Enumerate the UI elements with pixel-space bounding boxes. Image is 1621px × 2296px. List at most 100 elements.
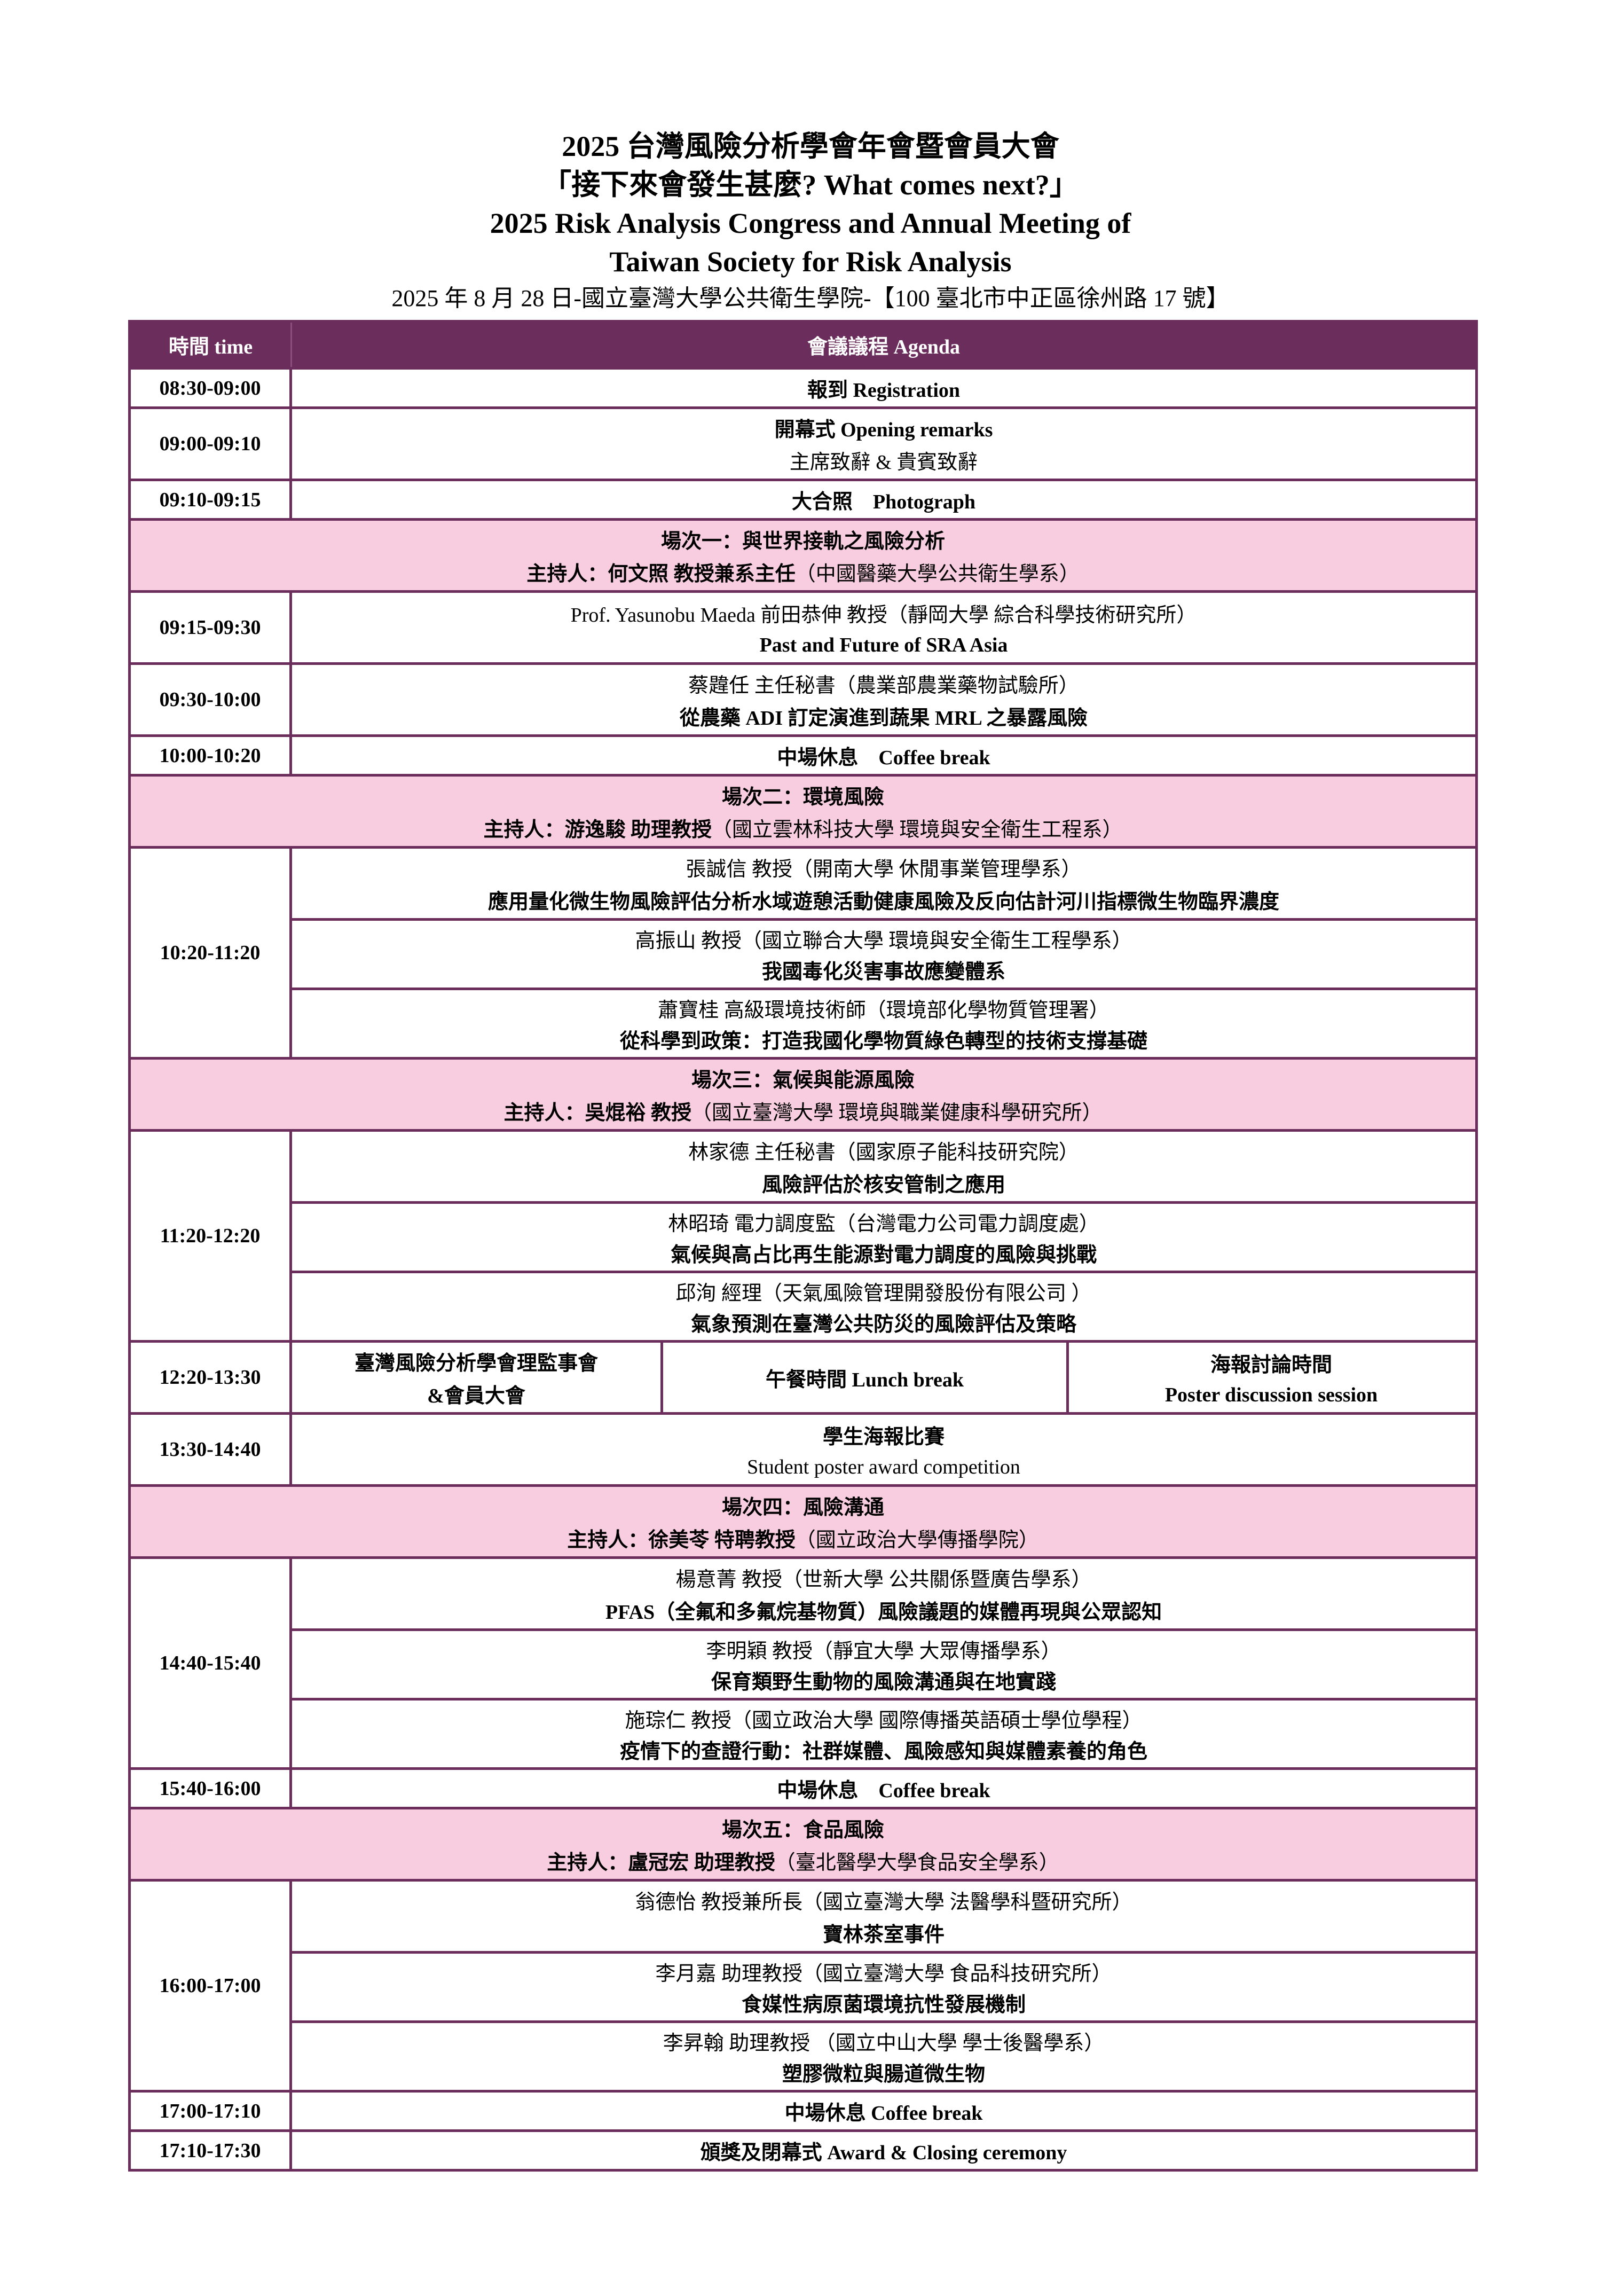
column-header-time: 時間 time	[131, 323, 292, 367]
activity-text: 午餐時間 Lunch break	[766, 1368, 964, 1391]
table-row: 09:10-09:15 大合照 Photograph	[131, 479, 1475, 518]
time-slot: 09:15-09:30	[131, 593, 292, 662]
table-row: 13:30-14:40 學生海報比賽 Student poster award co…	[131, 1412, 1475, 1484]
title-en-line-1: 2025 Risk Analysis Congress and Annual M…	[490, 207, 1131, 239]
talk-speaker: 邱洵 經理（天氣風險管理開發股份有限公司 ）	[675, 1282, 1092, 1305]
agenda-cell: 中場休息 Coffee break	[292, 1770, 1475, 1807]
session-host-affiliation: （臺北醫學大學食品安全學系）	[775, 1852, 1059, 1874]
agenda-text: 中場休息 Coffee break	[777, 747, 990, 769]
agenda-text: 開幕式 Opening remarks	[774, 419, 993, 441]
talk: 林家德 主任秘書（國家原子能科技研究院） 風險評估於核安管制之應用	[292, 1132, 1475, 1201]
column-header-agenda: 會議議程 Agenda	[807, 336, 961, 358]
session-header-row: 場次一：與世界接軌之風險分析 主持人：何文照 教授兼系主任（中國醫藥大學公共衛生學…	[131, 518, 1475, 590]
talk-speaker: 蕭寶桂 高級環境技術師（環境部化學物質管理署）	[658, 999, 1109, 1022]
talk-title: 從科學到政策：打造我國化學物質綠色轉型的技術支撐基礎	[619, 1030, 1147, 1053]
agenda-table: 時間 time 會議議程 Agenda 08:30-09:00 報到 Regist…	[128, 320, 1478, 2172]
table-row: 11:20-12:20 林家德 主任秘書（國家原子能科技研究院） 風險評估於核安管制…	[131, 1129, 1475, 1340]
agenda-item: 頒獎及閉幕式 Award & Closing ceremony	[292, 2132, 1475, 2169]
talk-title: 保育類野生動物的風險溝通與在地實踐	[711, 1671, 1056, 1694]
table-row: 08:30-09:00 報到 Registration	[131, 367, 1475, 406]
table-row: 09:15-09:30 Prof. Yasunobu Maeda 前田恭伸 教授（…	[131, 590, 1475, 662]
time-slot: 08:30-09:00	[131, 370, 292, 406]
time-slot: 10:00-10:20	[131, 737, 292, 774]
talk: 李月嘉 助理教授（國立臺灣大學 食品科技研究所） 食媒性病原菌環境抗性發展機制	[292, 1951, 1475, 2020]
date-venue: 2025 年 8 月 28 日-國立臺灣大學公共衛生學院-【100 臺北市中正區…	[391, 285, 1230, 311]
agenda-cell: 張誠信 教授（開南大學 休閒事業管理學系） 應用量化微生物風險評估分析水域遊憩活動…	[292, 849, 1475, 1057]
talk-title: 疫情下的查證行動：社群媒體、風險感知與媒體素養的角色	[619, 1741, 1147, 1764]
time-slot: 17:00-17:10	[131, 2093, 292, 2129]
talk: 邱洵 經理（天氣風險管理開發股份有限公司 ） 氣象預測在臺灣公共防災的風險評估及策…	[292, 1271, 1475, 1340]
agenda-text: 頒獎及閉幕式 Award & Closing ceremony	[700, 2142, 1067, 2164]
agenda-item: 蔡韙任 主任秘書（農業部農業藥物試驗所） 從農藥 ADI 訂定演進到蔬果 MRL …	[292, 665, 1475, 734]
time-slot: 14:40-15:40	[131, 1559, 292, 1767]
agenda-cell: 中場休息 Coffee break	[292, 2093, 1475, 2129]
parallel-activity: 午餐時間 Lunch break	[660, 1343, 1066, 1412]
title-zh: 2025 台灣風險分析學會年會暨會員大會	[562, 130, 1059, 162]
agenda-item: 學生海報比賽 Student poster award competition	[292, 1415, 1475, 1484]
agenda-cell: 頒獎及閉幕式 Award & Closing ceremony	[292, 2132, 1475, 2169]
agenda-text: 蔡韙任 主任秘書（農業部農業藥物試驗所）	[688, 675, 1079, 697]
talk: 蕭寶桂 高級環境技術師（環境部化學物質管理署） 從科學到政策：打造我國化學物質綠色…	[292, 988, 1475, 1057]
agenda-item: 大合照 Photograph	[292, 481, 1475, 518]
agenda-cell: Prof. Yasunobu Maeda 前田恭伸 教授（靜岡大學 綜合科學技術…	[292, 593, 1475, 662]
talk: 高振山 教授（國立聯合大學 環境與安全衛生工程學系） 我國毒化災害事故應變體系	[292, 918, 1475, 988]
table-row: 17:00-17:10 中場休息 Coffee break	[131, 2090, 1475, 2129]
time-slot: 15:40-16:00	[131, 1770, 292, 1807]
table-row: 09:00-09:10 開幕式 Opening remarks 主席致辭 & 貴賓致…	[131, 406, 1475, 479]
table-row: 14:40-15:40 楊意菁 教授（世新大學 公共關係暨廣告學系） PFAS（全氟…	[131, 1556, 1475, 1767]
time-slot: 13:30-14:40	[131, 1415, 292, 1484]
time-slot: 09:10-09:15	[131, 481, 292, 518]
session-header-row: 場次二：環境風險 主持人：游逸駿 助理教授（國立雲林科技大學 環境與安全衛生工程系…	[131, 774, 1475, 846]
agenda-cell: 臺灣風險分析學會理監事會 &會員大會 午餐時間 Lunch break 海報討論時間 P…	[292, 1343, 1475, 1412]
talk: 楊意菁 教授（世新大學 公共關係暨廣告學系） PFAS（全氟和多氟烷基物質）風險議…	[292, 1559, 1475, 1628]
talk-title: 塑膠微粒與腸道微生物	[782, 2063, 985, 2086]
session-header-row: 場次三：氣候與能源風險 主持人：吳焜裕 教授（國立臺灣大學 環境與職業健康科學研究…	[131, 1057, 1475, 1129]
agenda-item: 中場休息 Coffee break	[292, 1770, 1475, 1807]
table-row: 12:20-13:30 臺灣風險分析學會理監事會 &會員大會 午餐時間 Lunch b…	[131, 1340, 1475, 1412]
session-host: 主持人：徐美苓 特聘教授（國立政治大學傳播學院）	[567, 1523, 1039, 1553]
session-title: 場次四：風險溝通	[721, 1496, 884, 1519]
talk: 李昇翰 助理教授 （國立中山大學 學士後醫學系） 塑膠微粒與腸道微生物	[292, 2020, 1475, 2090]
talk-title: 寶林茶室事件	[822, 1924, 945, 1946]
agenda-item: Prof. Yasunobu Maeda 前田恭伸 教授（靜岡大學 綜合科學技術…	[292, 593, 1475, 662]
time-slot: 17:10-17:30	[131, 2132, 292, 2169]
time-slot: 10:20-11:20	[131, 849, 292, 1057]
talk-speaker: 李昇翰 助理教授 （國立中山大學 學士後醫學系）	[663, 2032, 1105, 2055]
agenda-cell: 大合照 Photograph	[292, 481, 1475, 518]
agenda-text: 中場休息 Coffee break	[777, 1780, 990, 1802]
parallel-activity: 海報討論時間 Poster discussion session	[1066, 1343, 1474, 1412]
session-title: 場次二：環境風險	[721, 786, 884, 809]
talk-title: 風險評估於核安管制之應用	[761, 1174, 1005, 1196]
agenda-cell: 楊意菁 教授（世新大學 公共關係暨廣告學系） PFAS（全氟和多氟烷基物質）風險議…	[292, 1559, 1475, 1767]
session-header: 場次五：食品風險 主持人：盧冠宏 助理教授（臺北醫學大學食品安全學系）	[131, 1809, 1475, 1879]
table-row: 10:00-10:20 中場休息 Coffee break	[131, 734, 1475, 774]
talk: 施琮仁 教授（國立政治大學 國際傳播英語碩士學位學程） 疫情下的查證行動：社群媒體…	[292, 1698, 1475, 1767]
talk: 翁德怡 教授兼所長（國立臺灣大學 法醫學科暨研究所） 寶林茶室事件	[292, 1882, 1475, 1951]
session-host-affiliation: （國立政治大學傳播學院）	[795, 1529, 1039, 1551]
session-host-name: 主持人：吳焜裕 教授	[503, 1102, 691, 1124]
talk-speaker: 李明穎 教授（靜宜大學 大眾傳播學系）	[706, 1640, 1061, 1663]
agenda-cell: 中場休息 Coffee break	[292, 737, 1475, 774]
agenda-item: 中場休息 Coffee break	[292, 2093, 1475, 2129]
talk-speaker: 翁德怡 教授兼所長（國立臺灣大學 法醫學科暨研究所）	[635, 1891, 1132, 1914]
session-header-row: 場次五：食品風險 主持人：盧冠宏 助理教授（臺北醫學大學食品安全學系）	[131, 1807, 1475, 1879]
agenda-text: 主席致辭 & 貴賓致辭	[789, 451, 978, 474]
agenda-text: 報到 Registration	[807, 379, 961, 402]
talk: 林昭琦 電力調度監（台灣電力公司電力調度處） 氣候與高占比再生能源對電力調度的風險…	[292, 1201, 1475, 1271]
session-header: 場次四：風險溝通主持人：徐美苓 特聘教授（國立政治大學傳播學院）	[131, 1487, 1475, 1556]
agenda-item: 開幕式 Opening remarks 主席致辭 & 貴賓致辭	[292, 409, 1475, 479]
talk-title: PFAS（全氟和多氟烷基物質）風險議題的媒體再現與公眾認知	[605, 1601, 1162, 1624]
theme: 「接下來會發生甚麼? What comes next?」	[542, 169, 1079, 201]
session-title: 場次一：與世界接軌之風險分析	[660, 530, 945, 553]
document-header: 2025 台灣風險分析學會年會暨會員大會 「接下來會發生甚麼? What com…	[0, 127, 1621, 315]
table-row: 17:10-17:30 頒獎及閉幕式 Award & Closing ceremo…	[131, 2129, 1475, 2169]
session-host-affiliation: （國立雲林科技大學 環境與安全衛生工程系）	[712, 819, 1123, 841]
talk-speaker: 楊意菁 教授（世新大學 公共關係暨廣告學系）	[675, 1569, 1092, 1591]
session-header-row: 場次四：風險溝通主持人：徐美苓 特聘教授（國立政治大學傳播學院）	[131, 1484, 1475, 1556]
session-host-name: 主持人：游逸駿 助理教授	[483, 819, 712, 841]
table-row: 15:40-16:00 中場休息 Coffee break	[131, 1767, 1475, 1807]
table-row: 09:30-10:00 蔡韙任 主任秘書（農業部農業藥物試驗所） 從農藥 ADI 訂…	[131, 662, 1475, 734]
talk-speaker: 李月嘉 助理教授（國立臺灣大學 食品科技研究所）	[655, 1962, 1112, 1985]
parallel-activity: 臺灣風險分析學會理監事會 &會員大會	[292, 1343, 660, 1412]
agenda-text: 中場休息 Coffee break	[784, 2102, 983, 2125]
